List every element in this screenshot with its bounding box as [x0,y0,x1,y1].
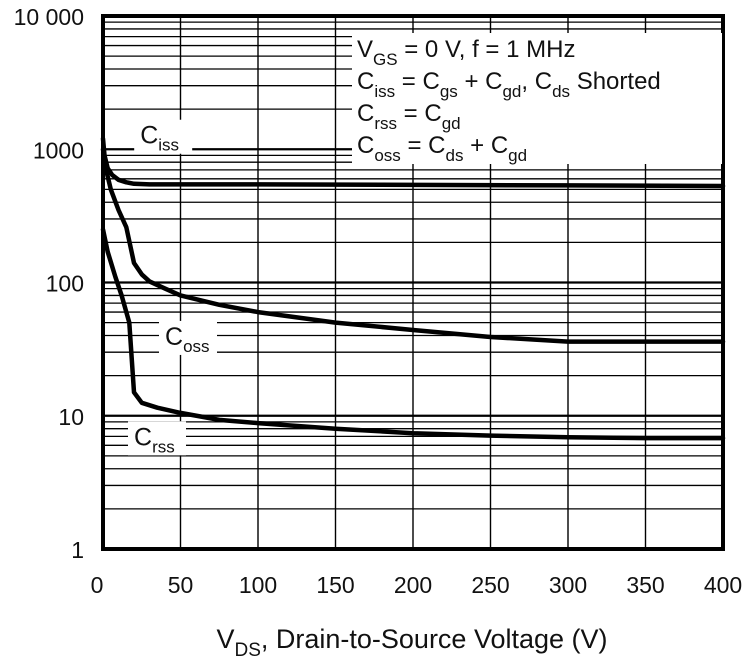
x-tick-label: 250 [471,572,509,598]
x-tick-label: 200 [394,572,432,598]
curve-label-background [128,421,186,456]
y-tick-label: 10 000 [14,4,84,30]
legend-line: Crss = Cgd [357,100,461,133]
series-line-coss [100,147,726,344]
x-tick-label: 300 [549,572,587,598]
y-tick-label: 1 [71,537,84,563]
y-tick-label: 10 [58,404,84,430]
curve-label-ciss: Ciss [134,119,193,155]
y-axis-ticks: 1 10 100 1000 10 000 [14,4,84,563]
curve-label-text: Coss [165,323,210,356]
legend-line: Coss = Cds + Cgd [357,132,527,165]
series-lines [100,136,726,441]
curve-label-coss: Coss [159,320,217,356]
y-tick-label: 100 [46,271,84,297]
x-tick-label: 150 [316,572,354,598]
curve-labels: Ciss Coss Crss [128,119,217,456]
legend-background [352,33,722,164]
legend-line: Ciss = Cgs + Cgd, Cds Shorted [357,68,661,101]
x-tick-label: 100 [239,572,277,598]
curve-label-text: Ciss [140,122,179,155]
y-tick-label: 1000 [33,137,84,163]
curve-label-text: Crss [134,423,175,456]
x-tick-label: 0 [91,572,104,598]
x-tick-label: 50 [168,572,194,598]
x-axis-ticks: 0 50 100 150 200 250 300 350 400 [91,572,743,598]
curve-label-background [134,119,193,154]
legend-line: VGS = 0 V, f = 1 MHz [357,36,575,69]
x-tick-label: 350 [626,572,664,598]
series-line-crss [100,227,726,441]
curve-label-crss: Crss [128,421,186,456]
x-tick-label: 400 [704,572,742,598]
curve-label-background [159,320,217,355]
x-axis-title: VDS, Drain-to-Source Voltage (V) [216,624,607,661]
plot-frame [101,14,725,551]
x-axis-title-text: VDS, Drain-to-Source Voltage (V) [216,624,607,661]
